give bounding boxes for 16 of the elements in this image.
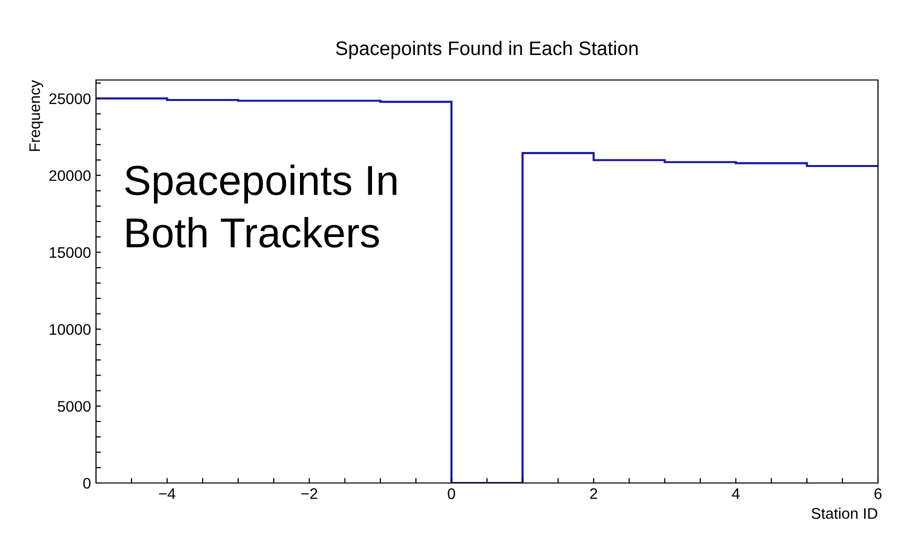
y-tick-label: 5000 [58, 400, 91, 412]
y-tick-label: 15000 [50, 247, 91, 258]
x-tick-label: 4 [732, 488, 740, 499]
x-tick-label: −2 [301, 488, 318, 499]
y-tick-label: 10000 [50, 324, 91, 335]
y-tick-label: 20000 [49, 170, 91, 182]
chart-title: Spacepoints Found in Each Station [336, 40, 638, 60]
x-axis-title: Station ID [812, 508, 878, 519]
x-tick-label: 2 [590, 488, 598, 499]
x-tick-label: 6 [874, 488, 882, 500]
x-tick-label: 0 [448, 488, 456, 500]
y-tick-label: 25000 [49, 93, 91, 104]
y-tick-label: 0 [83, 478, 91, 489]
y-axis-title: Frequency [29, 80, 44, 151]
x-tick-label: −4 [159, 488, 176, 499]
annotation: Spacepoints In Both Trackers [125, 164, 396, 248]
